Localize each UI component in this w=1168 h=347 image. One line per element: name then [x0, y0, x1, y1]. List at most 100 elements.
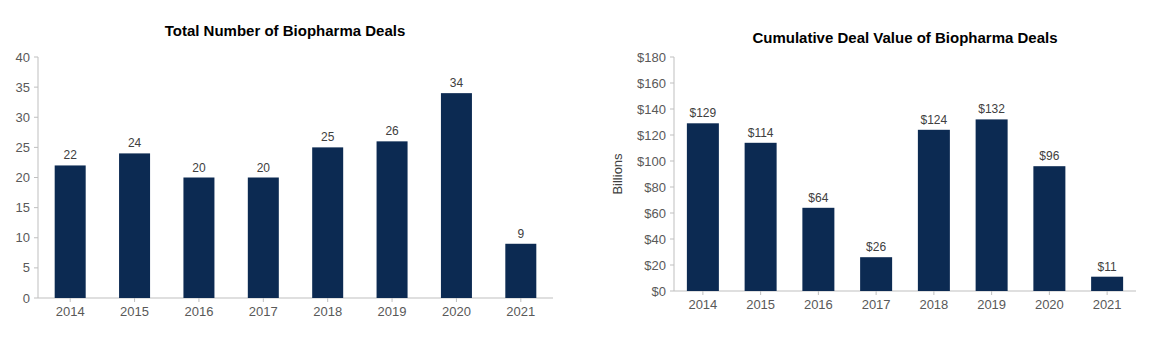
x-tick: [933, 291, 934, 295]
x-tick: [760, 291, 761, 295]
y-tick: [670, 161, 674, 162]
bar: [312, 147, 343, 298]
x-tick-label: 2019: [378, 304, 407, 319]
data-label: $132: [978, 102, 1005, 116]
data-label: $114: [748, 126, 774, 140]
data-label: 9: [517, 227, 524, 241]
x-tick-label: 2018: [919, 297, 948, 312]
bar: [687, 123, 719, 291]
y-tick: [34, 267, 38, 268]
bar: [505, 244, 536, 298]
bar: [119, 153, 150, 298]
y-tick: [670, 83, 674, 84]
bar: [441, 93, 472, 298]
x-tick-label: 2016: [184, 304, 213, 319]
x-tick-label: 2021: [506, 304, 535, 319]
x-tick: [1049, 291, 1050, 295]
y-tick-label: $0: [652, 284, 666, 299]
bars: [687, 119, 1123, 291]
chart: Total Number of Biopharma Deals051015202…: [16, 22, 553, 319]
y-tick-label: $60: [644, 206, 666, 221]
y-axis-line: [38, 57, 39, 298]
x-tick-label: 2020: [1035, 297, 1064, 312]
x-tick: [392, 298, 393, 302]
y-tick-label: 20: [16, 170, 30, 185]
x-tick-label: 2017: [249, 304, 278, 319]
data-label: 25: [321, 130, 335, 144]
data-label: $64: [808, 191, 828, 205]
bar: [802, 208, 834, 291]
data-label: $26: [866, 240, 886, 254]
x-tick: [818, 291, 819, 295]
x-tick-label: 2017: [862, 297, 891, 312]
y-tick: [670, 265, 674, 266]
x-tick-label: 2021: [1093, 297, 1122, 312]
x-tick: [991, 291, 992, 295]
y-tick-label: $20: [644, 258, 666, 273]
bar: [248, 178, 279, 299]
x-tick-label: 2019: [977, 297, 1006, 312]
y-tick-label: 0: [23, 291, 30, 306]
bars: [55, 93, 537, 298]
y-tick-label: 35: [16, 80, 30, 95]
x-tick-label: 2015: [746, 297, 775, 312]
bar: [976, 119, 1008, 291]
bar: [55, 165, 86, 298]
x-tick: [198, 298, 199, 302]
x-tick-label: 2015: [120, 304, 149, 319]
y-tick: [34, 177, 38, 178]
data-label: $124: [921, 113, 948, 127]
y-tick-label: 25: [16, 140, 30, 155]
data-label: $96: [1039, 149, 1059, 163]
x-tick: [263, 298, 264, 302]
y-axis-label: Billions: [610, 153, 625, 195]
bar: [183, 178, 214, 299]
y-tick: [34, 207, 38, 208]
x-tick-label: 2020: [442, 304, 471, 319]
x-tick: [1107, 291, 1108, 295]
y-tick-label: 30: [16, 110, 30, 125]
y-tick: [34, 117, 38, 118]
bar: [1033, 166, 1065, 291]
x-tick: [520, 298, 521, 302]
y-tick-label: $100: [637, 154, 666, 169]
bar: [745, 143, 777, 291]
y-tick: [670, 291, 674, 292]
y-tick: [34, 298, 38, 299]
bar: [1091, 277, 1123, 291]
y-tick: [34, 147, 38, 148]
y-tick-label: 15: [16, 200, 30, 215]
y-tick-label: $120: [637, 128, 666, 143]
x-axis-line: [674, 291, 1136, 292]
x-axis-line: [38, 298, 553, 299]
y-tick-label: 10: [16, 230, 30, 245]
y-tick-label: $180: [637, 50, 666, 65]
data-label: 34: [450, 76, 464, 90]
x-tick: [456, 298, 457, 302]
y-tick-label: 40: [16, 50, 30, 65]
data-label: 20: [257, 161, 271, 175]
x-tick-label: 2014: [56, 304, 85, 319]
x-tick-label: 2016: [804, 297, 833, 312]
x-tick-label: 2018: [313, 304, 342, 319]
y-tick-label: $40: [644, 232, 666, 247]
x-tick: [876, 291, 877, 295]
title: Cumulative Deal Value of Biopharma Deals: [752, 29, 1057, 46]
title: Total Number of Biopharma Deals: [165, 22, 406, 39]
chart-canvas: Total Number of Biopharma Deals051015202…: [0, 0, 1168, 347]
data-label: 26: [385, 124, 399, 138]
y-tick-label: $160: [637, 76, 666, 91]
bar: [377, 141, 408, 298]
x-tick: [70, 298, 71, 302]
y-tick: [34, 57, 38, 58]
data-label: 24: [128, 136, 142, 150]
bar: [918, 130, 950, 291]
x-tick: [702, 291, 703, 295]
y-tick: [670, 109, 674, 110]
y-tick-label: $140: [637, 102, 666, 117]
data-label: $11: [1098, 260, 1117, 274]
y-tick: [670, 213, 674, 214]
data-label: 20: [192, 161, 206, 175]
y-tick: [34, 237, 38, 238]
y-tick: [670, 57, 674, 58]
